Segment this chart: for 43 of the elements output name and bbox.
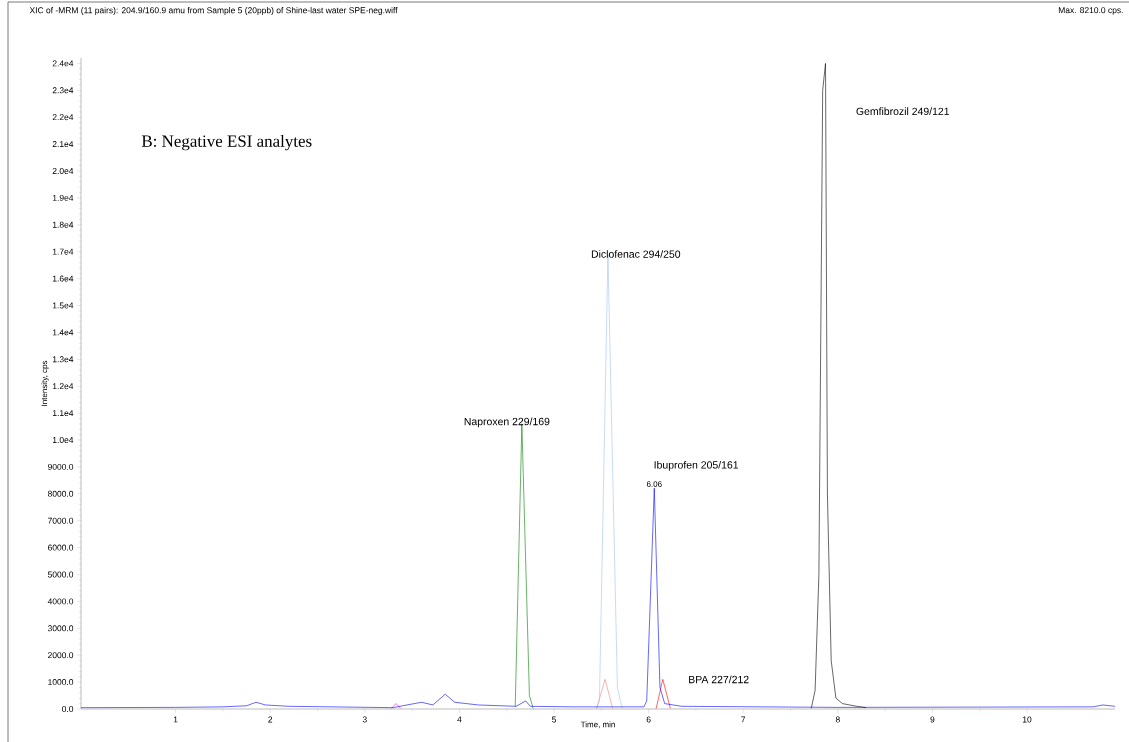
series-label: Naproxen 229/169: [464, 417, 550, 428]
y-tick-label: 2000.0: [48, 652, 74, 659]
y-tick-label: 2.2e4: [52, 114, 74, 121]
y-tick-label: 1000.0: [48, 679, 74, 686]
x-tick-label: 5: [552, 716, 557, 723]
y-tick-label: 1.2e4: [52, 383, 74, 390]
annotation: B: Negative ESI analytes: [141, 134, 312, 151]
x-tick-label: 4: [457, 716, 462, 723]
x-tick-label: 6: [646, 716, 651, 723]
y-tick-label: 8000.0: [47, 490, 74, 497]
y-tick-label: 1.9e4: [52, 194, 74, 201]
series-label: Ibuprofen 205/161: [654, 460, 739, 471]
x-tick-label: 9: [930, 716, 935, 723]
y-tick-label: 1.8e4: [52, 221, 74, 228]
chart-title: XIC of -MRM (11 pairs): 204.9/160.9 amu from Sample 5 (20ppb) of Shine-last water SPE-neg.wiff: [29, 7, 398, 15]
y-tick-label: 4000.0: [47, 598, 74, 605]
x-tick-label: 2: [268, 716, 273, 723]
y-tick-label: 2.1e4: [52, 141, 74, 148]
x-tick-label: 3: [362, 716, 367, 723]
y-tick-label: 5000.0: [47, 571, 74, 578]
y-tick-label: 7000.0: [48, 517, 74, 524]
y-tick-label: 1.6e4: [52, 275, 74, 282]
x-tick-label: 10: [1022, 716, 1032, 723]
y-tick-label: 1.1e4: [52, 410, 74, 417]
y-tick-label: 6000.0: [48, 544, 74, 551]
y-tick-label: 1.4e4: [52, 329, 74, 336]
y-tick-label: 2.4e4: [52, 60, 74, 67]
y-tick-label: 1.5e4: [52, 302, 74, 309]
y-tick-label: 0.0: [62, 706, 74, 712]
y-tick-label: 1.0e4: [52, 437, 74, 443]
x-tick-label: 1: [173, 716, 178, 723]
y-tick-label: 1.7e4: [52, 248, 74, 255]
y-tick-label: 1.3e4: [52, 356, 74, 363]
text: Gemfibrozil 249/121: [856, 107, 950, 116]
y-tick-label: 3000.0: [47, 625, 74, 632]
y-tick-label: 2.0e4: [52, 167, 74, 174]
x-tick-label: 7: [741, 716, 746, 723]
chart-subtitle: Max. 8210.0 cps.: [1058, 7, 1123, 15]
series-label: Diclofenac 294/250: [591, 250, 681, 258]
y-tick-label: 2.3e4: [52, 87, 74, 94]
y-tick-label: 9000.0: [47, 463, 74, 470]
text: BPA 227/212: [689, 675, 749, 684]
x-tick-label: 8: [835, 716, 840, 723]
